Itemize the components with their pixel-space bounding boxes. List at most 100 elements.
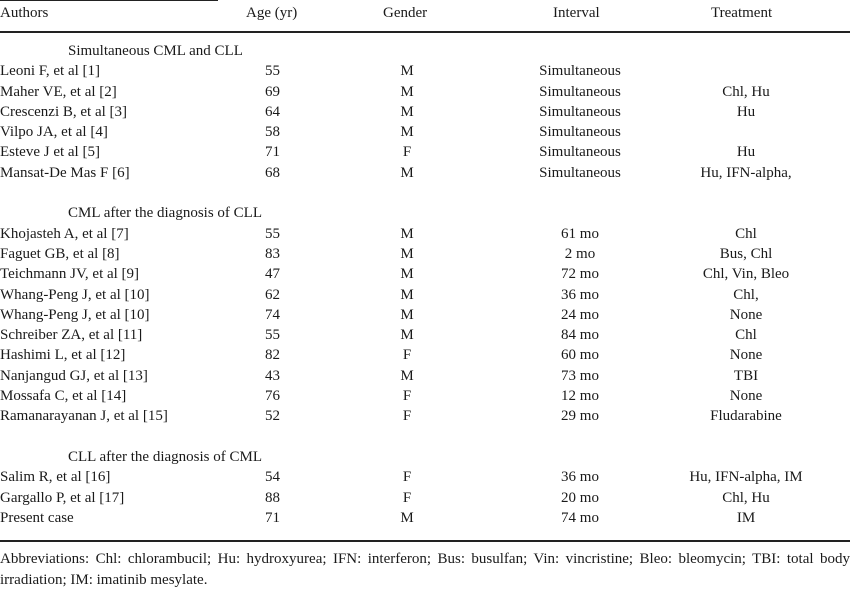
cell-gender: F xyxy=(402,408,412,425)
table-row: Mansat-De Mas F [6] 68 M Simultaneous Hu, IF… xyxy=(0,163,850,183)
cell-treatment: Chl xyxy=(735,225,757,242)
cell-treatment: Fludarabine xyxy=(710,408,782,425)
header-rule xyxy=(0,31,850,33)
cell-treatment: Chl, Vin, Bleo xyxy=(702,266,790,283)
cell-gender: F xyxy=(402,469,412,486)
cell-interval: Simultaneous xyxy=(539,144,621,161)
section-row: Simultaneous CML and CLL xyxy=(0,41,850,61)
cell-author: Crescenzi B, et al [3] xyxy=(0,103,128,120)
cell-age: 83 xyxy=(265,245,280,262)
table-row: Vilpo JA, et al [4] 58 M Simultaneous xyxy=(0,122,850,142)
cell-treatment: Chl, Hu xyxy=(722,83,770,100)
section-row: CML after the diagnosis of CLL xyxy=(0,203,850,223)
table-row: Whang-Peng J, et al [10] 62 M 36 mo Chl, xyxy=(0,285,850,305)
cell-author: Vilpo JA, et al [4] xyxy=(0,124,108,141)
cell-treatment: Hu, IFN-alpha, IM xyxy=(689,469,803,486)
cell-author: Schreiber ZA, et al [11] xyxy=(0,327,143,344)
cell-gender: M xyxy=(400,63,414,80)
cell-interval: 84 mo xyxy=(561,327,599,344)
cell-interval: 74 mo xyxy=(561,509,599,526)
cell-gender: M xyxy=(400,164,414,181)
cell-treatment: Bus, Chl xyxy=(719,245,773,262)
cell-gender: M xyxy=(400,306,414,323)
cell-interval: 12 mo xyxy=(561,388,599,405)
cell-age: 52 xyxy=(265,408,280,425)
cell-age: 71 xyxy=(265,144,280,161)
cell-age: 43 xyxy=(265,367,280,384)
cell-author: Whang-Peng J, et al [10] xyxy=(0,286,150,303)
header-age: Age (yr) xyxy=(246,5,298,21)
table-row: Ramanarayanan J, et al [15] 52 F 29 mo Fluda… xyxy=(0,406,850,426)
cell-treatment: None xyxy=(729,347,763,364)
cell-age: 82 xyxy=(265,347,280,364)
cell-gender: M xyxy=(400,83,414,100)
cell-interval: 29 mo xyxy=(561,408,599,425)
section-row: CLL after the diagnosis of CML xyxy=(0,447,850,467)
footnote: Abbreviations: Chl: chlorambucil; Hu: hy… xyxy=(0,551,850,588)
table-row: Gargallo P, et al [17] 88 F 20 mo Chl, Hu xyxy=(0,488,850,508)
cell-interval: 73 mo xyxy=(561,367,599,384)
cell-author: Mansat-De Mas F [6] xyxy=(0,164,130,181)
cell-author: Nanjangud GJ, et al [13] xyxy=(0,367,148,384)
cell-treatment: Chl, Hu xyxy=(722,489,770,506)
cell-interval: Simultaneous xyxy=(539,103,621,120)
spacer-row xyxy=(0,183,850,203)
spacer-row xyxy=(0,427,850,447)
header-authors: Authors xyxy=(0,5,49,21)
cell-interval: 36 mo xyxy=(561,469,599,486)
header-treatment: Treatment xyxy=(711,5,773,21)
cell-treatment: IM xyxy=(736,509,756,526)
cell-treatment: None xyxy=(729,306,763,323)
cell-gender: F xyxy=(402,388,412,405)
cell-age: 55 xyxy=(265,63,280,80)
cell-age: 55 xyxy=(265,327,280,344)
cell-interval: 36 mo xyxy=(561,286,599,303)
section-label: CML after the diagnosis of CLL xyxy=(68,205,262,222)
cell-age: 68 xyxy=(265,164,280,181)
table-row: Whang-Peng J, et al [10] 74 M 24 mo None xyxy=(0,305,850,325)
table-row: Maher VE, et al [2] 69 M Simultaneous Chl, H… xyxy=(0,82,850,102)
cell-gender: F xyxy=(402,489,412,506)
table-row: Faguet GB, et al [8] 83 M 2 mo Bus, Chl xyxy=(0,244,850,264)
table-top-rule xyxy=(0,0,218,1)
cell-treatment: Hu xyxy=(736,103,756,120)
cell-interval: 2 mo xyxy=(564,245,596,262)
cell-author: Khojasteh A, et al [7] xyxy=(0,225,129,242)
cell-author: Present case xyxy=(0,509,74,526)
table-body: Simultaneous CML and CLL Leoni F, et al [… xyxy=(0,41,850,528)
table-row: Salim R, et al [16] 54 F 36 mo Hu, IFN-alpha… xyxy=(0,467,850,487)
table-row: Nanjangud GJ, et al [13] 43 M 73 mo TBI xyxy=(0,366,850,386)
cell-author: Ramanarayanan J, et al [15] xyxy=(0,408,168,425)
table-row: Schreiber ZA, et al [11] 55 M 84 mo Chl xyxy=(0,325,850,345)
cell-gender: M xyxy=(400,286,414,303)
cell-interval: 60 mo xyxy=(561,347,599,364)
cell-interval: 72 mo xyxy=(561,266,599,283)
table-row: Leoni F, et al [1] 55 M Simultaneous xyxy=(0,61,850,81)
cell-gender: M xyxy=(400,266,414,283)
cell-interval: 24 mo xyxy=(561,306,599,323)
cell-author: Maher VE, et al [2] xyxy=(0,83,117,100)
cell-author: Mossafa C, et al [14] xyxy=(0,388,127,405)
cell-treatment: Hu, IFN-alpha, xyxy=(700,164,792,181)
cell-treatment: Chl, xyxy=(733,286,759,303)
cell-author: Faguet GB, et al [8] xyxy=(0,245,120,262)
table-row: Crescenzi B, et al [3] 64 M Simultaneous Hu xyxy=(0,102,850,122)
cell-gender: M xyxy=(400,509,414,526)
cell-age: 76 xyxy=(265,388,280,405)
cell-age: 74 xyxy=(265,306,280,323)
cell-age: 47 xyxy=(265,266,280,283)
table-row: Teichmann JV, et al [9] 47 M 72 mo Chl, Vin,… xyxy=(0,264,850,284)
cell-author: Salim R, et al [16] xyxy=(0,469,111,486)
table-bottom-rule xyxy=(0,540,850,542)
cell-gender: M xyxy=(400,103,414,120)
section-label: CLL after the diagnosis of CML xyxy=(68,448,262,465)
cell-interval: 20 mo xyxy=(561,489,599,506)
cell-age: 71 xyxy=(265,509,280,526)
cell-age: 55 xyxy=(265,225,280,242)
cell-treatment: TBI xyxy=(733,367,759,384)
table-row: Mossafa C, et al [14] 76 F 12 mo None xyxy=(0,386,850,406)
cell-gender: M xyxy=(400,225,414,242)
section-label: Simultaneous CML and CLL xyxy=(68,43,243,59)
cell-age: 64 xyxy=(265,103,280,120)
cell-gender: M xyxy=(400,124,414,141)
